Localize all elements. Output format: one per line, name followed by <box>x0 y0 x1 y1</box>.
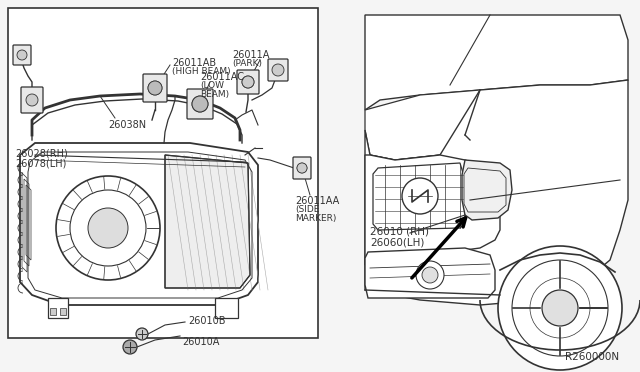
Circle shape <box>88 208 128 248</box>
Circle shape <box>17 50 27 60</box>
Polygon shape <box>462 160 512 220</box>
Circle shape <box>26 94 38 106</box>
Text: 26060(LH): 26060(LH) <box>370 237 424 247</box>
Text: 26011AC: 26011AC <box>200 72 244 82</box>
Polygon shape <box>365 80 628 305</box>
Text: R260000N: R260000N <box>565 352 619 362</box>
Text: 26028(RH): 26028(RH) <box>15 148 68 158</box>
Polygon shape <box>60 308 66 315</box>
Text: 26038N: 26038N <box>108 120 146 130</box>
Circle shape <box>272 64 284 76</box>
Text: 26078(LH): 26078(LH) <box>15 158 67 168</box>
Polygon shape <box>215 298 238 318</box>
Circle shape <box>297 163 307 173</box>
Circle shape <box>242 76 254 88</box>
Circle shape <box>242 76 254 88</box>
FancyBboxPatch shape <box>187 89 213 119</box>
Polygon shape <box>365 15 628 110</box>
FancyBboxPatch shape <box>143 74 167 102</box>
Polygon shape <box>48 298 68 318</box>
Bar <box>8 8 318 338</box>
Circle shape <box>148 81 162 95</box>
Circle shape <box>148 81 162 95</box>
Polygon shape <box>20 143 258 305</box>
FancyBboxPatch shape <box>21 87 43 113</box>
Circle shape <box>542 290 578 326</box>
Circle shape <box>136 328 148 340</box>
Circle shape <box>297 163 307 173</box>
Polygon shape <box>365 90 480 160</box>
Polygon shape <box>165 155 250 288</box>
Text: 26011A: 26011A <box>232 50 269 60</box>
Circle shape <box>422 267 438 283</box>
Text: MARKER): MARKER) <box>295 214 337 223</box>
Text: (LOW: (LOW <box>200 81 224 90</box>
Polygon shape <box>365 248 495 298</box>
Text: 26011AA: 26011AA <box>295 196 339 206</box>
Circle shape <box>416 261 444 289</box>
Text: (PARK): (PARK) <box>232 59 262 68</box>
FancyBboxPatch shape <box>293 157 311 179</box>
Polygon shape <box>50 308 56 315</box>
Circle shape <box>192 96 208 112</box>
Text: 26010A: 26010A <box>182 337 220 347</box>
Polygon shape <box>373 163 465 230</box>
Text: BEAM): BEAM) <box>200 90 229 99</box>
Circle shape <box>402 178 438 214</box>
Text: 26010 (RH): 26010 (RH) <box>370 226 429 236</box>
FancyBboxPatch shape <box>268 59 288 81</box>
Text: (SIDE: (SIDE <box>295 205 319 214</box>
Circle shape <box>498 246 622 370</box>
FancyBboxPatch shape <box>237 70 259 94</box>
FancyBboxPatch shape <box>13 45 31 65</box>
Circle shape <box>123 340 137 354</box>
Text: (HIGH BEAM): (HIGH BEAM) <box>172 67 230 76</box>
Text: 26011AB: 26011AB <box>172 58 216 68</box>
Circle shape <box>512 260 608 356</box>
Polygon shape <box>365 155 500 265</box>
Circle shape <box>192 96 208 112</box>
Text: 26010B: 26010B <box>188 316 225 326</box>
